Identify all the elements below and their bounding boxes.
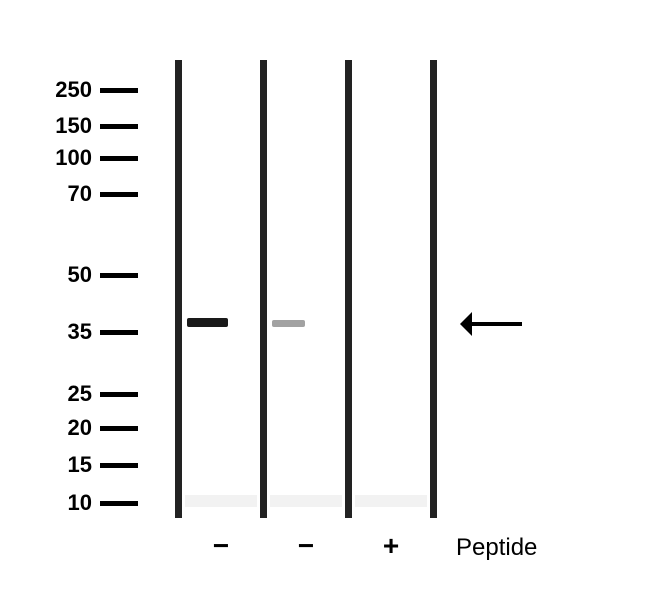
lane-bg	[352, 60, 430, 518]
mw-label: 70	[32, 181, 92, 207]
arrow-shaft	[472, 322, 522, 326]
mw-label: 15	[32, 452, 92, 478]
mw-tick	[100, 88, 138, 93]
lane-condition-symbol: +	[376, 530, 406, 562]
mw-tick	[100, 330, 138, 335]
lane-condition-symbol: −	[291, 530, 321, 562]
mw-tick	[100, 392, 138, 397]
lane-bg	[267, 60, 345, 518]
arrow-head-icon	[460, 312, 472, 336]
protein-band	[272, 320, 305, 327]
mw-label: 35	[32, 319, 92, 345]
mw-label: 50	[32, 262, 92, 288]
lane-divider	[430, 60, 437, 518]
mw-label: 25	[32, 381, 92, 407]
mw-tick	[100, 463, 138, 468]
mw-label: 10	[32, 490, 92, 516]
mw-tick	[100, 192, 138, 197]
lane-divider	[260, 60, 267, 518]
lane-condition-symbol: −	[206, 530, 236, 562]
mw-tick	[100, 124, 138, 129]
mw-tick	[100, 156, 138, 161]
western-blot-figure: 250 150 100 70 50 35 25 20 15 10 − − + Peptide	[0, 0, 650, 599]
mw-label: 100	[32, 145, 92, 171]
lane-noise	[270, 495, 342, 507]
peptide-label: Peptide	[456, 534, 537, 562]
mw-label: 250	[32, 77, 92, 103]
mw-label: 150	[32, 113, 92, 139]
mw-tick	[100, 273, 138, 278]
lane-noise	[355, 495, 427, 507]
lane-divider	[175, 60, 182, 518]
mw-label: 20	[32, 415, 92, 441]
protein-band	[187, 318, 228, 327]
lane-noise	[185, 495, 257, 507]
mw-tick	[100, 501, 138, 506]
mw-tick	[100, 426, 138, 431]
lane-divider	[345, 60, 352, 518]
lane-bg	[182, 60, 260, 518]
